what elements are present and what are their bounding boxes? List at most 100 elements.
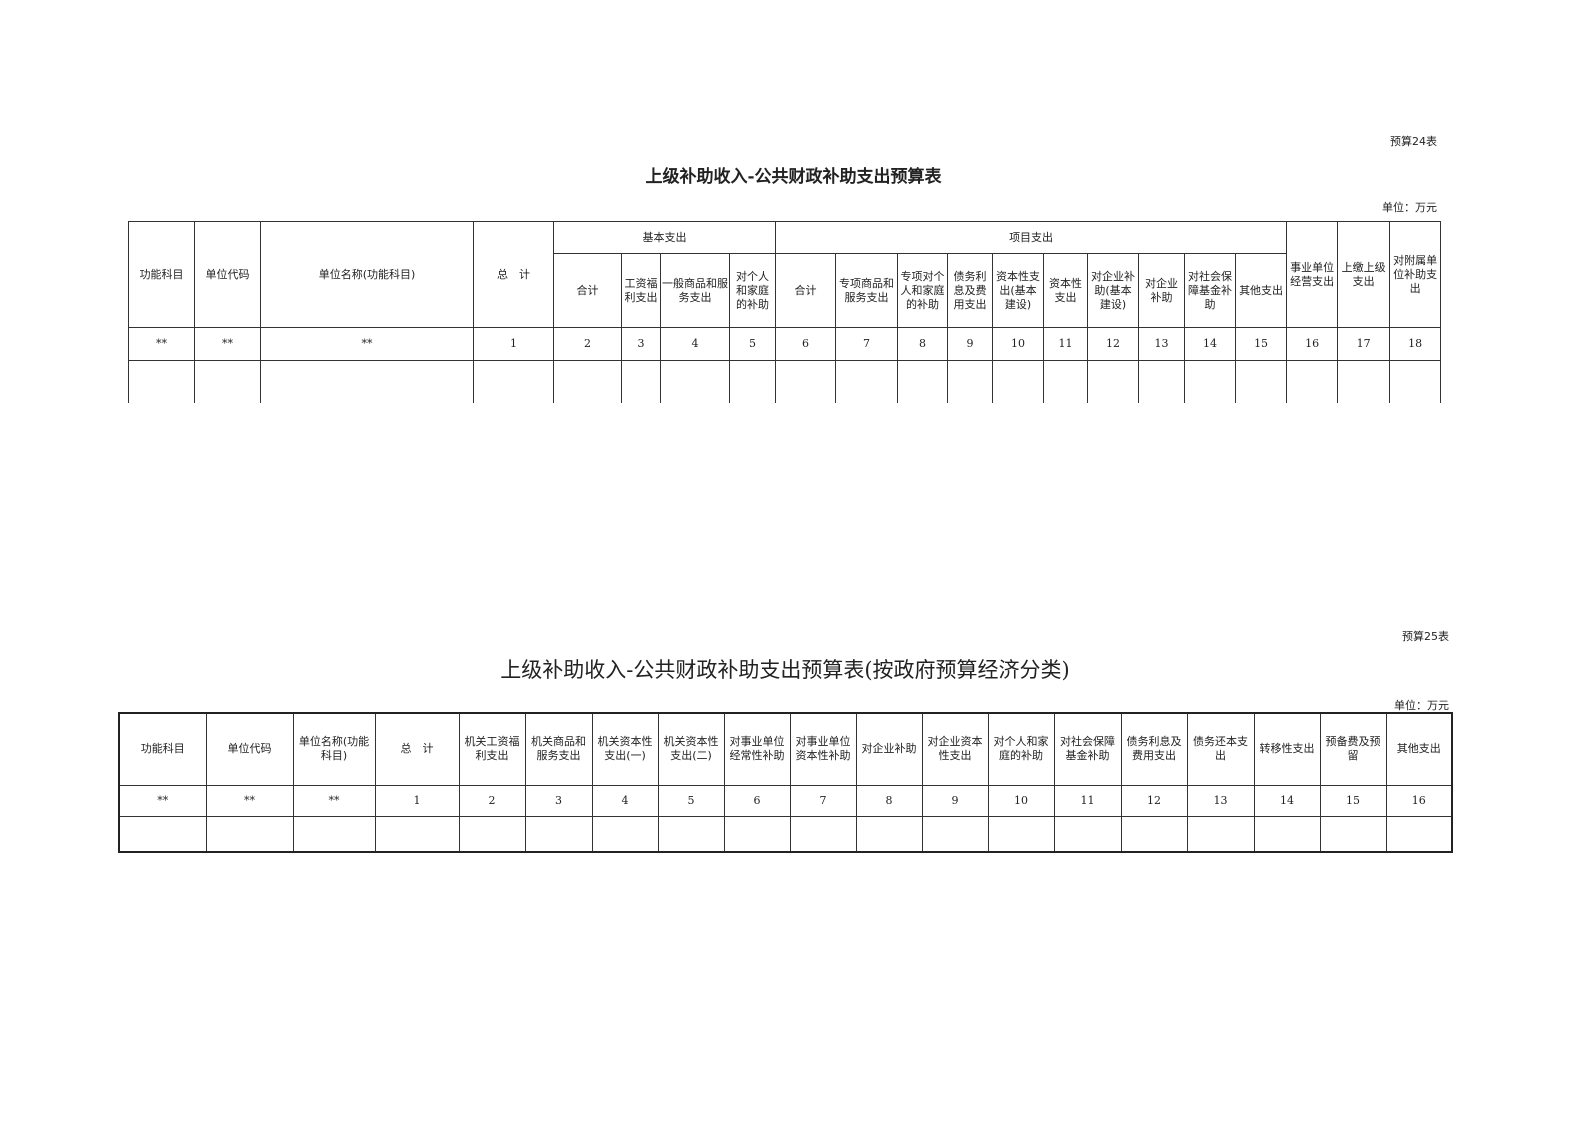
empty-cell <box>1319 815 1387 853</box>
column-header: 单位代码 <box>205 712 294 786</box>
empty-cell <box>292 815 376 853</box>
table2-unit: 单位：万元 <box>1394 699 1449 712</box>
empty-cell <box>1385 815 1453 853</box>
column-header: 对个人和家庭的补助 <box>987 712 1055 786</box>
empty-cell <box>1138 360 1185 403</box>
cell: 13 <box>1186 784 1255 817</box>
empty-cell <box>458 815 526 853</box>
empty-cell <box>1234 360 1288 403</box>
cell: 10 <box>987 784 1055 817</box>
cell: 10 <box>992 327 1044 361</box>
empty-cell <box>128 360 195 403</box>
empty-cell <box>1389 360 1442 403</box>
column-header: 功能科目 <box>118 712 207 786</box>
cell: 2 <box>458 784 526 817</box>
column-header: 对事业单位资本性补助 <box>789 712 857 786</box>
data-row <box>128 360 1442 403</box>
empty-cell <box>1184 360 1236 403</box>
column-header: 对企业资本性支出 <box>921 712 989 786</box>
cell: 14 <box>1184 327 1236 361</box>
header-unit-name: 单位名称(功能科目) <box>260 221 474 328</box>
header-tail: 上缴上级支出 <box>1337 221 1391 328</box>
header-project: 资本性支出(基本建设) <box>992 253 1044 328</box>
empty-cell <box>921 815 989 853</box>
index-row: ** ** ** 1 2 3 4 5 6 7 8 9 10 11 12 13 14 15 16 <box>118 784 1453 817</box>
cell: 18 <box>1389 327 1442 361</box>
table2-title: 上级补助收入-公共财政补助支出预算表(按政府预算经济分类) <box>500 658 1070 682</box>
empty-cell <box>987 815 1055 853</box>
empty-cell <box>1186 815 1255 853</box>
header-tail: 对附属单位补助支出 <box>1389 221 1442 328</box>
empty-cell <box>194 360 261 403</box>
empty-cell <box>524 815 593 853</box>
table1-unit: 单位：万元 <box>1382 201 1437 214</box>
empty-cell <box>621 360 661 403</box>
cell: ** <box>194 327 261 361</box>
cell: 4 <box>660 327 730 361</box>
header-project: 对企业补助 <box>1138 253 1185 328</box>
empty-cell <box>1087 360 1139 403</box>
cell: 5 <box>657 784 725 817</box>
cell: 11 <box>1043 327 1088 361</box>
cell: 16 <box>1286 327 1339 361</box>
column-header: 总 计 <box>374 712 460 786</box>
empty-cell <box>775 360 836 403</box>
cell: 1 <box>473 327 554 361</box>
header-project: 专项对个人和家庭的补助 <box>897 253 948 328</box>
empty-cell <box>553 360 622 403</box>
column-header: 债务利息及费用支出 <box>1120 712 1188 786</box>
column-header: 机关工资福利支出 <box>458 712 526 786</box>
header-project: 其他支出 <box>1234 253 1288 328</box>
header-project: 对企业补助(基本建设) <box>1087 253 1139 328</box>
column-header: 对事业单位经常性补助 <box>723 712 791 786</box>
header-basic: 工资福利支出 <box>621 253 661 328</box>
empty-cell <box>1253 815 1321 853</box>
column-header: 转移性支出 <box>1253 712 1321 786</box>
empty-cell <box>374 815 460 853</box>
cell: 6 <box>775 327 836 361</box>
empty-cell <box>1053 815 1122 853</box>
column-header: 单位名称(功能科目) <box>292 712 376 786</box>
header-basic: 一般商品和服务支出 <box>660 253 730 328</box>
column-header: 债务还本支出 <box>1186 712 1255 786</box>
cell: ** <box>128 327 195 361</box>
header-project: 对社会保障基金补助 <box>1184 253 1236 328</box>
header-unit-code: 单位代码 <box>194 221 261 328</box>
empty-cell <box>729 360 776 403</box>
empty-cell <box>723 815 791 853</box>
index-row: ** ** ** 1 2 3 4 5 6 7 8 9 10 11 12 13 14 15 16 17 18 <box>128 327 1442 361</box>
empty-cell <box>1286 360 1339 403</box>
empty-cell <box>947 360 993 403</box>
column-header: 对企业补助 <box>855 712 923 786</box>
cell: ** <box>118 784 207 817</box>
empty-cell <box>835 360 898 403</box>
cell: 8 <box>855 784 923 817</box>
column-header: 其他支出 <box>1385 712 1453 786</box>
cell: 15 <box>1319 784 1387 817</box>
data-row <box>118 815 1453 853</box>
empty-cell <box>1120 815 1188 853</box>
header-project: 专项商品和服务支出 <box>835 253 898 328</box>
table-code-25: 预算25表 <box>1402 630 1449 643</box>
empty-cell <box>855 815 923 853</box>
cell: 13 <box>1138 327 1185 361</box>
cell: 12 <box>1087 327 1139 361</box>
header-project: 资本性支出 <box>1043 253 1088 328</box>
column-header: 对社会保障基金补助 <box>1053 712 1122 786</box>
header-basic: 对个人和家庭的补助 <box>729 253 776 328</box>
budget-table-24: 功能科目 单位代码 单位名称(功能科目) 总 计 基本支出 项目支出 事业单位经… <box>128 221 1442 403</box>
header-group-basic: 基本支出 <box>553 221 776 254</box>
cell: 8 <box>897 327 948 361</box>
cell: 14 <box>1253 784 1321 817</box>
empty-cell <box>473 360 554 403</box>
header-tail: 事业单位经营支出 <box>1286 221 1339 328</box>
empty-cell <box>657 815 725 853</box>
header-total: 总 计 <box>473 221 554 328</box>
header-row: 功能科目 单位代码 单位名称(功能科目) 总 计机关工资福利支出 机关商品和服务支出 机关… <box>118 712 1453 786</box>
cell: 9 <box>921 784 989 817</box>
cell: 16 <box>1385 784 1453 817</box>
budget-table-25: 功能科目 单位代码 单位名称(功能科目) 总 计机关工资福利支出 机关商品和服务支出 机关… <box>118 712 1453 853</box>
cell: 5 <box>729 327 776 361</box>
empty-cell <box>1043 360 1088 403</box>
